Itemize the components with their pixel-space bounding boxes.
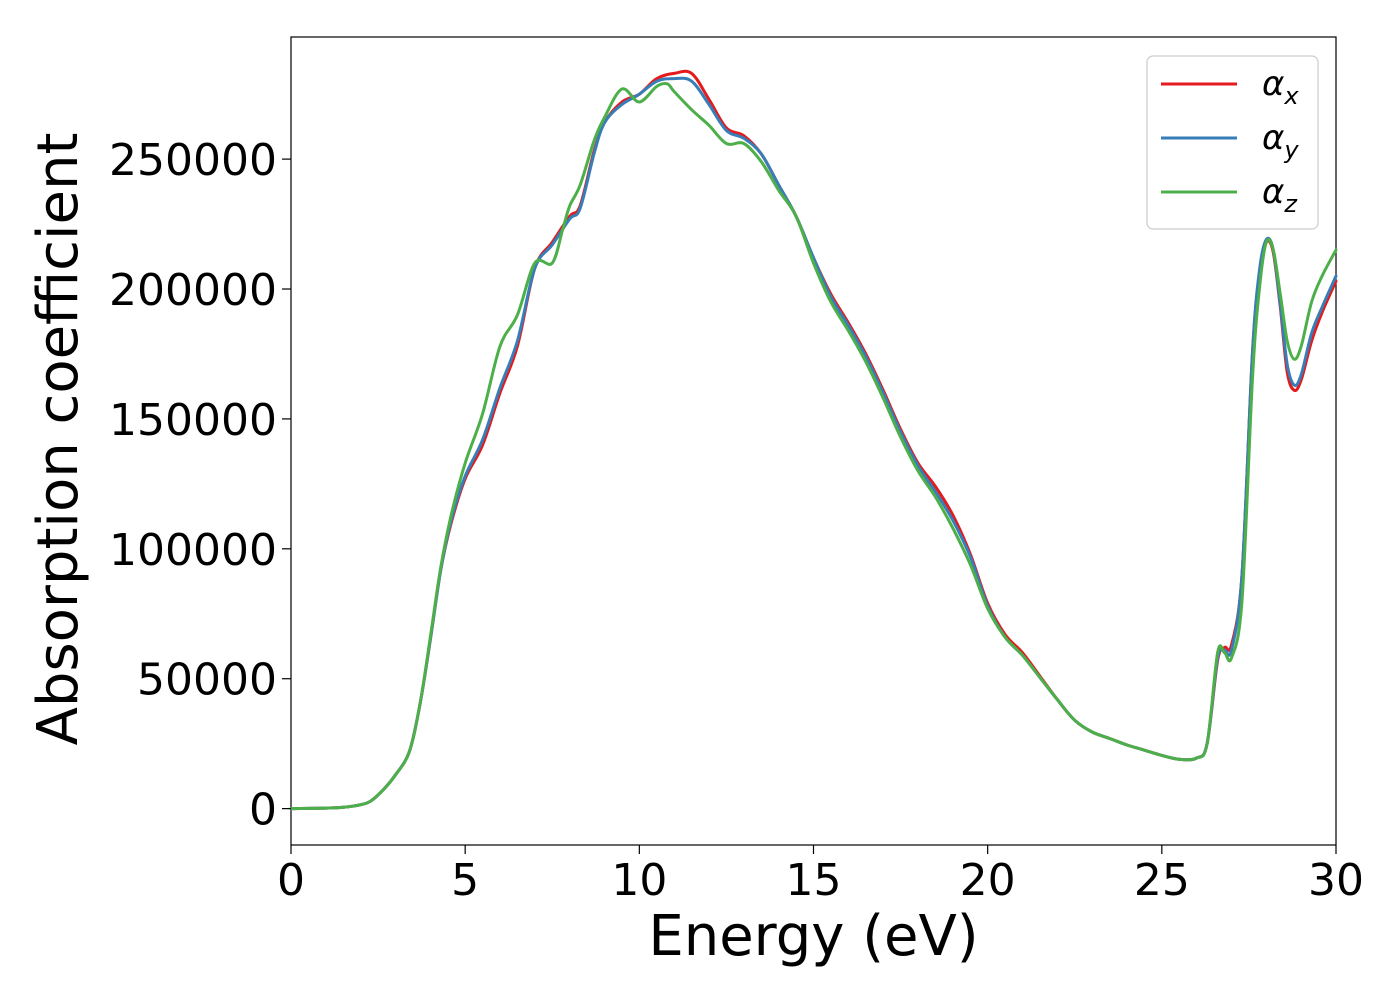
series-line-alpha-y <box>289 76 1338 811</box>
legend-label-subscript: y <box>1283 136 1299 164</box>
legend-label-subscript: z <box>1283 190 1298 218</box>
y-tick-label: 250000 <box>109 135 277 186</box>
x-axis-ticks: 0 5 10 15 20 25 30 <box>277 845 1364 906</box>
x-tick-label: 30 <box>1308 855 1364 906</box>
x-tick-label: 10 <box>611 855 667 906</box>
y-tick-label: 200000 <box>109 265 277 316</box>
legend-label-subscript: x <box>1283 82 1299 110</box>
series-layer <box>289 69 1338 811</box>
y-axis-title: Absorption coefficient <box>26 133 91 746</box>
x-tick-label: 0 <box>277 855 305 906</box>
y-tick-label: 100000 <box>109 525 277 576</box>
y-tick-label: 0 <box>249 785 277 836</box>
x-tick-label: 5 <box>451 855 479 906</box>
x-axis-title: Energy (eV) <box>648 904 978 969</box>
y-axis-ticks: 0 50000 100000 150000 200000 250000 <box>109 135 291 836</box>
y-tick-label: 150000 <box>109 395 277 446</box>
legend-box <box>1146 55 1319 230</box>
x-tick-label: 20 <box>960 855 1016 906</box>
series-line-alpha-z <box>289 81 1338 811</box>
x-tick-label: 25 <box>1134 855 1190 906</box>
y-tick-label: 50000 <box>137 655 277 706</box>
x-tick-label: 15 <box>786 855 842 906</box>
